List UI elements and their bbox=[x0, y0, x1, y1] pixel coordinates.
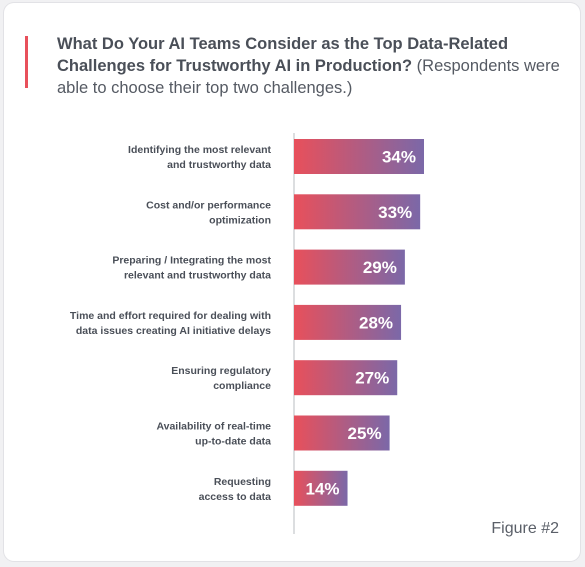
bar-value-label-7: 14% bbox=[305, 479, 339, 498]
bar-3 bbox=[294, 249, 405, 285]
bar-value-label-4: 28% bbox=[359, 313, 393, 332]
bar-value-label-5: 27% bbox=[355, 369, 389, 388]
bar-5 bbox=[294, 360, 398, 396]
bar-value-label-3: 29% bbox=[363, 258, 397, 277]
bar-value-label-6: 25% bbox=[348, 424, 382, 443]
category-label-6: Availability of real-time up-to-date data bbox=[156, 421, 271, 448]
category-label-2: Cost and/or performance optimization bbox=[146, 199, 271, 226]
bar-value-label-2: 33% bbox=[378, 203, 412, 222]
category-label-3: Preparing / Integrating the most relevant… bbox=[112, 255, 271, 282]
bar-4 bbox=[294, 304, 402, 340]
chart-title-block: What Do Your AI Teams Consider as the To… bbox=[57, 33, 562, 99]
bar-value-label-1: 34% bbox=[382, 148, 416, 167]
bar-2 bbox=[294, 194, 421, 230]
bar-7 bbox=[294, 470, 348, 506]
chart-title: What Do Your AI Teams Consider as the To… bbox=[57, 35, 509, 75]
chart-card bbox=[4, 3, 580, 561]
category-label-1: Identifying the most relevant and trustwo… bbox=[128, 144, 271, 171]
figure-label: Figure #2 bbox=[491, 520, 559, 537]
category-label-7: Requesting access to data bbox=[199, 476, 272, 503]
bar-6 bbox=[294, 415, 390, 451]
category-label-4: Time and effort required for dealing wit… bbox=[70, 310, 271, 337]
title-accent-bar bbox=[25, 36, 28, 88]
chart-subtitle: (Respondents were able to choose their t… bbox=[57, 57, 560, 97]
bar-1 bbox=[294, 139, 424, 174]
category-label-5: Ensuring regulatory compliance bbox=[171, 365, 271, 392]
